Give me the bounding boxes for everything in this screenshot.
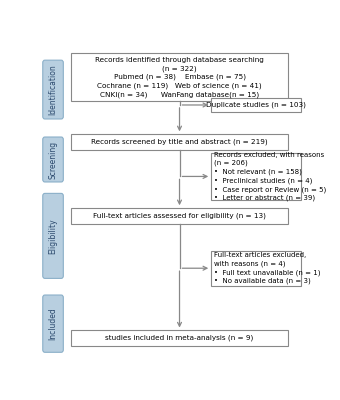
FancyBboxPatch shape	[71, 330, 288, 346]
FancyBboxPatch shape	[43, 60, 63, 119]
FancyBboxPatch shape	[211, 152, 301, 200]
Text: Records screened by title and abstract (n = 219): Records screened by title and abstract (…	[91, 139, 268, 145]
FancyBboxPatch shape	[71, 134, 288, 150]
Text: Records excluded, with reasons
(n = 206)
•  Not relevant (n = 158)
•  Preclinica: Records excluded, with reasons (n = 206)…	[214, 152, 326, 201]
FancyBboxPatch shape	[43, 193, 63, 278]
Text: Full-text articles excluded,
with reasons (n = 4)
•  Full text unavailable (n = : Full-text articles excluded, with reason…	[214, 252, 321, 284]
Text: Eligibility: Eligibility	[49, 218, 57, 254]
Text: Records identified through database searching
(n = 322)
Pubmed (n = 38)    Embas: Records identified through database sear…	[95, 57, 264, 98]
FancyBboxPatch shape	[43, 295, 63, 352]
Text: Full-text articles assessed for eligibility (n = 13): Full-text articles assessed for eligibil…	[93, 213, 266, 219]
Text: Screening: Screening	[49, 140, 57, 178]
Text: Duplicate studies (n = 103): Duplicate studies (n = 103)	[206, 102, 306, 108]
FancyBboxPatch shape	[71, 53, 288, 101]
FancyBboxPatch shape	[71, 208, 288, 224]
Text: Included: Included	[49, 307, 57, 340]
FancyBboxPatch shape	[211, 98, 301, 112]
Text: studies included in meta-analysis (n = 9): studies included in meta-analysis (n = 9…	[105, 335, 254, 341]
Text: Identification: Identification	[49, 64, 57, 115]
FancyBboxPatch shape	[211, 250, 301, 286]
FancyBboxPatch shape	[43, 137, 63, 182]
